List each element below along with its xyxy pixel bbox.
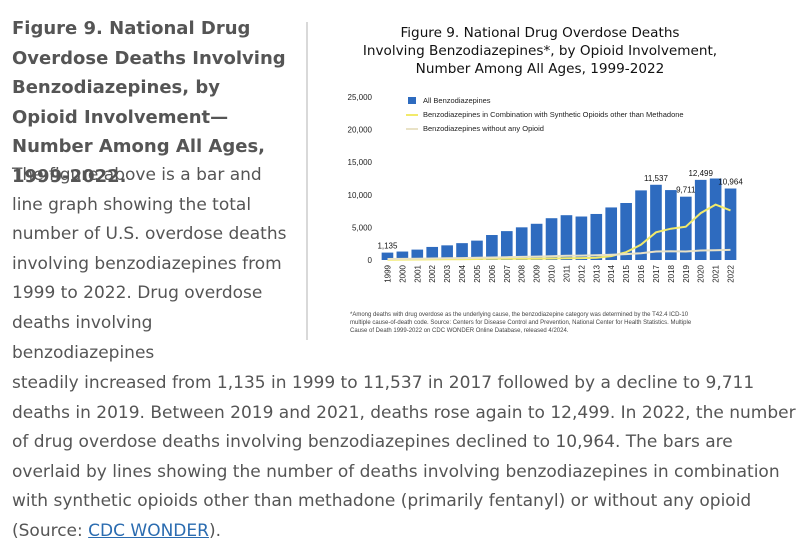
y-tick-label: 20,000 [348,126,373,135]
bar [411,249,424,260]
bar [590,213,603,260]
x-tick-label: 2015 [622,264,631,282]
chart-title: Figure 9. National Drug Overdose Deaths … [330,24,750,78]
x-tick-label: 2001 [413,264,422,282]
series-line [387,248,731,260]
footnote-line-3: Cause of Death 1999-2022 on CDC WONDER O… [350,328,569,334]
x-tick-label: 2021 [712,264,721,282]
bar [575,216,588,260]
bar [486,235,498,260]
source-link[interactable]: CDC WONDER [88,520,209,541]
bar [530,223,543,260]
data-label: 12,499 [688,169,713,178]
x-tick-label: 2010 [548,264,557,282]
chart-title-line-1: Figure 9. National Drug Overdose Deaths [400,25,680,41]
x-tick-label: 2016 [637,264,646,282]
caption-body-part2: steadily increased from 1,135 in 1999 to… [12,369,796,547]
bar [471,240,483,260]
x-tick-label: 2013 [592,264,601,282]
y-tick-label: 25,000 [348,93,373,102]
x-tick-label: 2014 [607,264,616,282]
bar [635,190,647,260]
caption-body-part1: The figure above is a bar and line graph… [12,165,287,363]
chart-title-line-3: Number Among All Ages, 1999-2022 [415,61,665,77]
x-tick-label: 2011 [562,264,571,282]
x-tick-label: 2002 [428,264,437,282]
x-tick-label: 2019 [682,264,691,282]
x-tick-label: 2012 [577,264,586,282]
legend-label: Benzodiazepines in Combination with Synt… [423,110,684,119]
divider [306,22,308,340]
caption-body-end: ). [208,520,221,541]
data-label: 11,537 [644,174,668,183]
x-tick-label: 2017 [652,264,661,282]
y-tick-label: 15,000 [348,158,373,167]
footnote-line-1: *Among deaths with drug overdose as the … [350,312,689,318]
x-tick-label: 2020 [697,264,706,282]
x-tick-label: 2009 [533,264,542,282]
x-tick-label: 2007 [503,264,512,282]
x-tick-label: 2000 [398,264,407,282]
y-tick-label: 10,000 [348,191,373,200]
bar [441,245,453,260]
chart-footnote: *Among deaths with drug overdose as the … [350,311,750,335]
bar [679,196,692,260]
bar [545,218,558,260]
legend-label: All Benzodiazepines [423,96,491,105]
x-tick-label: 2004 [458,264,467,282]
caption-body-text: steadily increased from 1,135 in 1999 to… [12,373,796,541]
bar [650,184,662,260]
bar [426,246,439,260]
x-tick-label: 2005 [473,264,482,282]
bar [515,227,528,260]
y-tick-label: 5,000 [352,223,373,232]
x-tick-label: 2008 [518,264,527,282]
bar [500,231,513,260]
data-label: 9,711 [676,186,696,195]
data-label: 10,964 [718,178,743,187]
bar [724,188,737,260]
chart-svg: 0 5,000 10,000 15,000 20,000 25,000 1999 2000 20… [348,93,744,283]
caption-title: Figure 9. National Drug Overdose Deaths … [12,18,286,187]
bar [694,179,707,260]
bar [396,251,409,260]
bar [620,203,632,260]
x-tick-label: 2018 [667,264,676,282]
chart-title-line-2: Involving Benzodiazepines*, by Opioid In… [362,43,718,59]
x-tick-label: 2003 [443,264,452,282]
x-tick-label: 2006 [488,264,497,282]
y-tick-label: 0 [368,256,373,265]
legend-swatch [408,97,416,104]
legend-label: Benzodiazepines without any Opioid [423,124,544,133]
bar [709,178,722,260]
bar [560,215,573,260]
footnote-line-2: multiple cause-of-death code. Source: Ce… [350,320,692,326]
bar [605,207,618,260]
bar [381,252,394,260]
bar [456,243,468,260]
chart-figure: Figure 9. National Drug Overdose Deaths … [330,22,750,352]
x-tick-label: 2022 [727,264,736,282]
bar [665,190,677,260]
x-tick-label: 1999 [383,264,392,282]
data-label: 1,135 [377,242,398,251]
